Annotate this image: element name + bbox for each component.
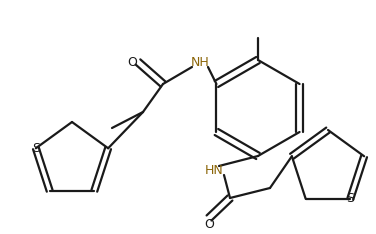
Text: S: S (32, 142, 40, 155)
Text: O: O (204, 217, 214, 230)
Text: O: O (127, 55, 137, 69)
Text: HN: HN (205, 164, 223, 176)
Text: NH: NH (191, 55, 209, 69)
Text: S: S (346, 192, 354, 205)
